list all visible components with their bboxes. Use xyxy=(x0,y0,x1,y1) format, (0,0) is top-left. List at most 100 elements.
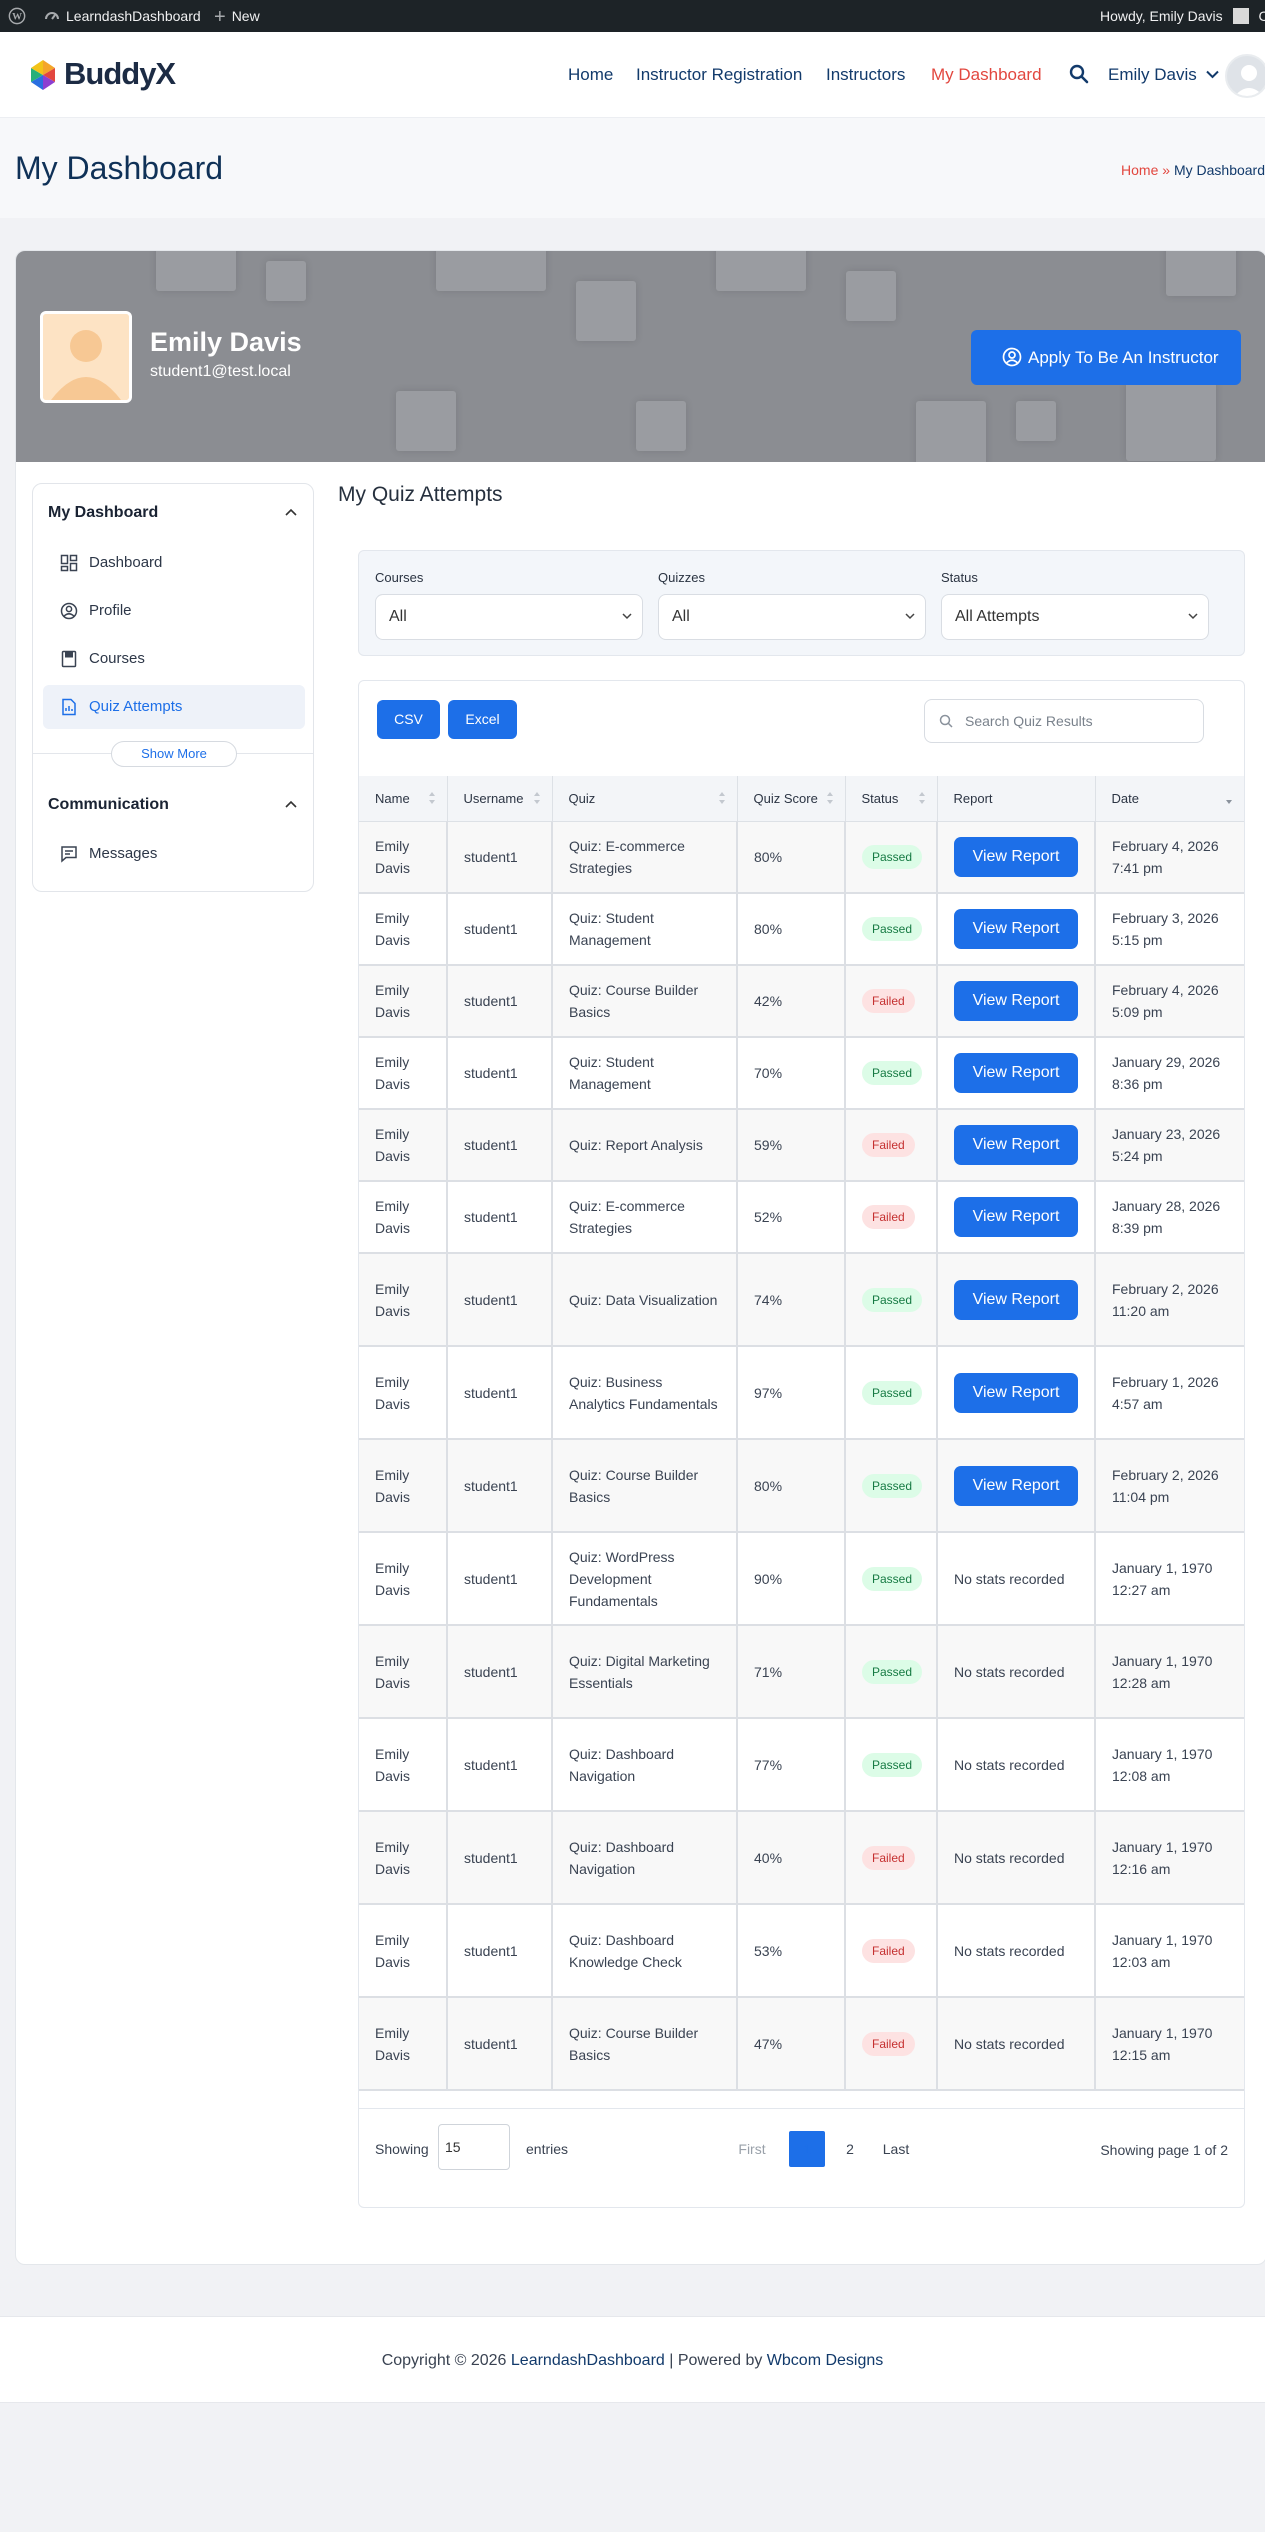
status-badge: Passed xyxy=(862,1473,923,1498)
nav-instructors[interactable]: Instructors xyxy=(826,65,906,84)
export-excel-button[interactable]: Excel xyxy=(448,700,517,739)
profile-email: student1@test.local xyxy=(150,363,291,380)
filter-status-select[interactable]: All Attempts xyxy=(941,594,1209,640)
no-stats-text: No stats recorded xyxy=(954,1663,1065,1680)
chevron-up-icon[interactable] xyxy=(285,799,297,811)
admin-search-cut[interactable]: C xyxy=(1258,8,1265,24)
pagination-first[interactable]: First xyxy=(738,2141,766,2157)
view-report-button[interactable]: View Report xyxy=(954,836,1078,877)
svg-text:W: W xyxy=(12,12,22,23)
sidebar-item-dashboard[interactable]: Dashboard xyxy=(43,541,305,585)
filter-courses-select[interactable]: All xyxy=(375,594,643,640)
column-header-name[interactable]: Name xyxy=(359,776,448,822)
cell-username: student1 xyxy=(447,1109,553,1182)
view-report-button[interactable]: View Report xyxy=(954,981,1078,1021)
view-report-button[interactable]: View Report xyxy=(954,1279,1078,1320)
table-row: Emily Davis student1 Quiz: Dashboard Navig… xyxy=(359,1811,1244,1905)
table-row: Emily Davis student1 Quiz: Dashboard Navig… xyxy=(359,1718,1244,1812)
sidebar-section-my-dashboard[interactable]: My Dashboard xyxy=(48,504,159,521)
status-badge: Passed xyxy=(862,917,923,941)
site-footer: Copyright © 2026 LearndashDashboard | Po… xyxy=(0,2316,1265,2403)
breadcrumb-home[interactable]: Home xyxy=(1121,162,1159,178)
sidebar-item-profile[interactable]: Profile xyxy=(43,589,305,633)
banner-decoration xyxy=(636,401,686,451)
nav-instructor-registration[interactable]: Instructor Registration xyxy=(636,65,803,84)
admin-site-link[interactable]: LearndashDashboard xyxy=(44,0,201,32)
user-menu[interactable]: Emily Davis xyxy=(1108,63,1219,87)
cell-report: View Report xyxy=(937,893,1096,966)
nav-my-dashboard[interactable]: My Dashboard xyxy=(931,65,1042,84)
column-header-username[interactable]: Username xyxy=(447,776,553,822)
pagination-page-2[interactable]: 2 xyxy=(846,2141,854,2157)
buddyx-logo-icon[interactable] xyxy=(26,58,60,92)
wordpress-icon[interactable]: W xyxy=(8,0,26,32)
cell-name: Emily Davis xyxy=(359,893,448,966)
cell-date: January 1, 1970 12:08 am xyxy=(1095,1718,1244,1812)
export-csv-button[interactable]: CSV xyxy=(377,700,440,739)
column-header-status[interactable]: Status xyxy=(845,776,938,822)
header-avatar[interactable] xyxy=(1225,54,1265,98)
plus-icon: + xyxy=(214,6,226,28)
cell-quiz: Quiz: WordPress Development Fundamentals xyxy=(552,1532,738,1626)
view-report-button[interactable]: View Report xyxy=(954,1125,1078,1165)
footer-site-link[interactable]: LearndashDashboard xyxy=(510,2352,665,2369)
banner-decoration xyxy=(1166,251,1236,296)
admin-new-label: New xyxy=(231,8,260,24)
cell-score: 77% xyxy=(737,1718,846,1812)
view-report-button[interactable]: View Report xyxy=(954,909,1078,949)
status-badge: Passed xyxy=(862,1566,923,1591)
pagination-page-1[interactable]: 1 xyxy=(789,2131,825,2167)
cell-quiz: Quiz: Report Analysis xyxy=(552,1109,738,1182)
logo-text[interactable]: BuddyX xyxy=(64,56,176,91)
table-row: Emily Davis student1 Quiz: Student Managem… xyxy=(359,893,1244,966)
chevron-up-icon[interactable] xyxy=(285,507,297,519)
cell-score: 42% xyxy=(737,965,846,1038)
apply-instructor-button[interactable]: Apply To Be An Instructor xyxy=(971,330,1241,385)
table-row: Emily Davis student1 Quiz: Course Builder … xyxy=(359,1439,1244,1533)
pagination-last[interactable]: Last xyxy=(882,2141,910,2157)
admin-new-link[interactable]: + New xyxy=(214,0,260,32)
entries-per-page-input[interactable]: 15 xyxy=(438,2124,510,2170)
status-badge: Failed xyxy=(862,989,915,1013)
table-row: Emily Davis student1 Quiz: Business Analyt… xyxy=(359,1346,1244,1440)
profile-avatar[interactable] xyxy=(40,311,132,403)
view-report-button[interactable]: View Report xyxy=(954,1465,1078,1506)
sidebar-item-courses[interactable]: Courses xyxy=(43,637,305,681)
column-header-quiz[interactable]: Quiz xyxy=(552,776,738,822)
cell-score: 71% xyxy=(737,1625,846,1719)
cell-status: Passed xyxy=(845,1625,938,1719)
status-badge: Failed xyxy=(862,1938,915,1963)
column-header-date[interactable]: Date xyxy=(1095,776,1244,822)
footer-company-link[interactable]: Wbcom Designs xyxy=(766,2352,884,2369)
sidebar-section-communication[interactable]: Communication xyxy=(48,796,169,813)
cell-name: Emily Davis xyxy=(359,821,448,894)
cell-status: Failed xyxy=(845,1997,938,2091)
dashboard-sidebar: My Dashboard Dashboard Profile Courses Q… xyxy=(32,483,314,892)
cell-score: 74% xyxy=(737,1253,846,1347)
column-header-label: Quiz xyxy=(568,790,596,806)
view-report-button[interactable]: View Report xyxy=(954,1372,1078,1413)
sort-icon xyxy=(718,792,725,804)
filter-quizzes-select[interactable]: All xyxy=(658,594,926,640)
filter-status-label: Status xyxy=(941,570,978,585)
search-icon[interactable] xyxy=(1069,64,1089,84)
show-more-button[interactable]: Show More xyxy=(111,741,237,767)
user-circle-icon xyxy=(60,602,78,620)
sidebar-item-quiz-attempts[interactable]: Quiz Attempts xyxy=(43,685,305,729)
cell-name: Emily Davis xyxy=(359,1811,448,1905)
page-title: My Dashboard xyxy=(15,150,224,186)
sidebar-item-messages[interactable]: Messages xyxy=(43,832,305,876)
document-chart-icon xyxy=(62,698,76,716)
status-badge: Passed xyxy=(862,1752,923,1777)
table-footer: Showing 15 entries First 1 2 Last Showin… xyxy=(359,2108,1244,2188)
admin-account-link[interactable]: Howdy, Emily Davis C xyxy=(1100,0,1265,32)
column-header-score[interactable]: Quiz Score xyxy=(737,776,846,822)
quiz-search-input[interactable]: Search Quiz Results xyxy=(924,699,1204,743)
nav-home[interactable]: Home xyxy=(568,65,614,84)
cell-score: 40% xyxy=(737,1811,846,1905)
view-report-button[interactable]: View Report xyxy=(954,1053,1078,1093)
chevron-down-icon xyxy=(905,613,915,620)
view-report-button[interactable]: View Report xyxy=(954,1197,1078,1237)
table-header-row: Name Username Quiz Quiz Score Status Rep… xyxy=(359,776,1244,822)
quiz-filters: Courses All Quizzes All Status All Attem… xyxy=(358,550,1245,656)
